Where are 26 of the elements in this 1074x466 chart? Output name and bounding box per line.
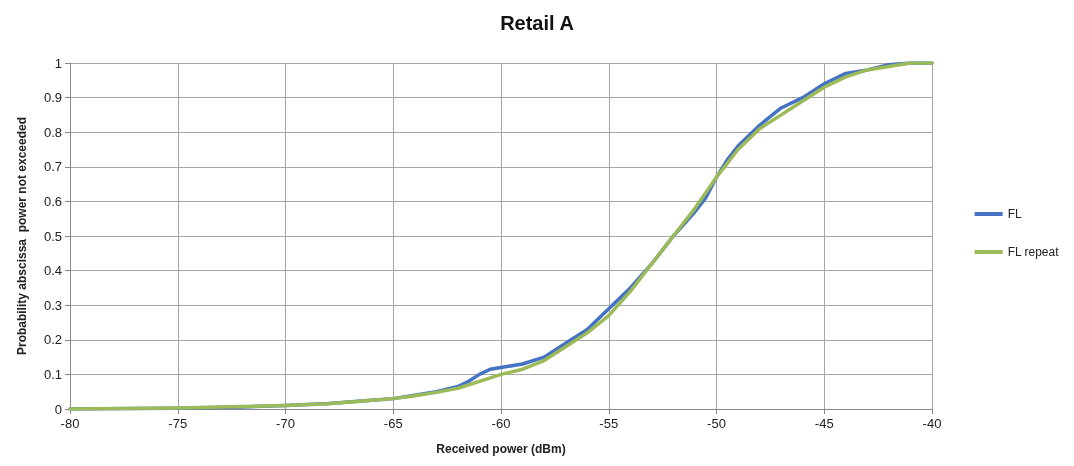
x-tick-label: -45 [814, 416, 834, 431]
y-tick-label: 0.4 [43, 263, 62, 279]
y-tick-label: 0.1 [43, 366, 62, 382]
y-tick-label: 0.7 [43, 159, 62, 175]
x-tick-label: -55 [599, 416, 619, 431]
x-tick-label: -70 [276, 416, 295, 431]
x-tick-label: -50 [707, 416, 726, 431]
y-tick-label: 0.5 [43, 228, 62, 244]
x-axis-title: Received power (dBm) [436, 442, 566, 456]
y-tick-label: 0.8 [43, 124, 62, 140]
y-tick-label: 0.6 [43, 193, 62, 209]
chart-title: Retail A [500, 12, 574, 34]
x-tick-label: -75 [168, 416, 188, 431]
y-tick-label: 0.2 [43, 332, 62, 348]
x-tick-label: -65 [383, 416, 403, 431]
line-series [68, 61, 934, 411]
legend-label: FL repeat [1007, 245, 1060, 259]
x-tick-label: -60 [491, 416, 511, 431]
y-axis-title: Probability abscissa power not exceeded [15, 116, 29, 356]
y-tick-label: 0 [54, 401, 62, 417]
y-tick-label: 0.9 [43, 90, 62, 106]
legend-label: FL [1007, 207, 1022, 221]
x-tick-label: -40 [922, 416, 942, 431]
x-tick-label: -80 [60, 416, 80, 431]
y-tick-label: 0.3 [43, 297, 62, 313]
y-tick-label: 1 [54, 55, 62, 71]
